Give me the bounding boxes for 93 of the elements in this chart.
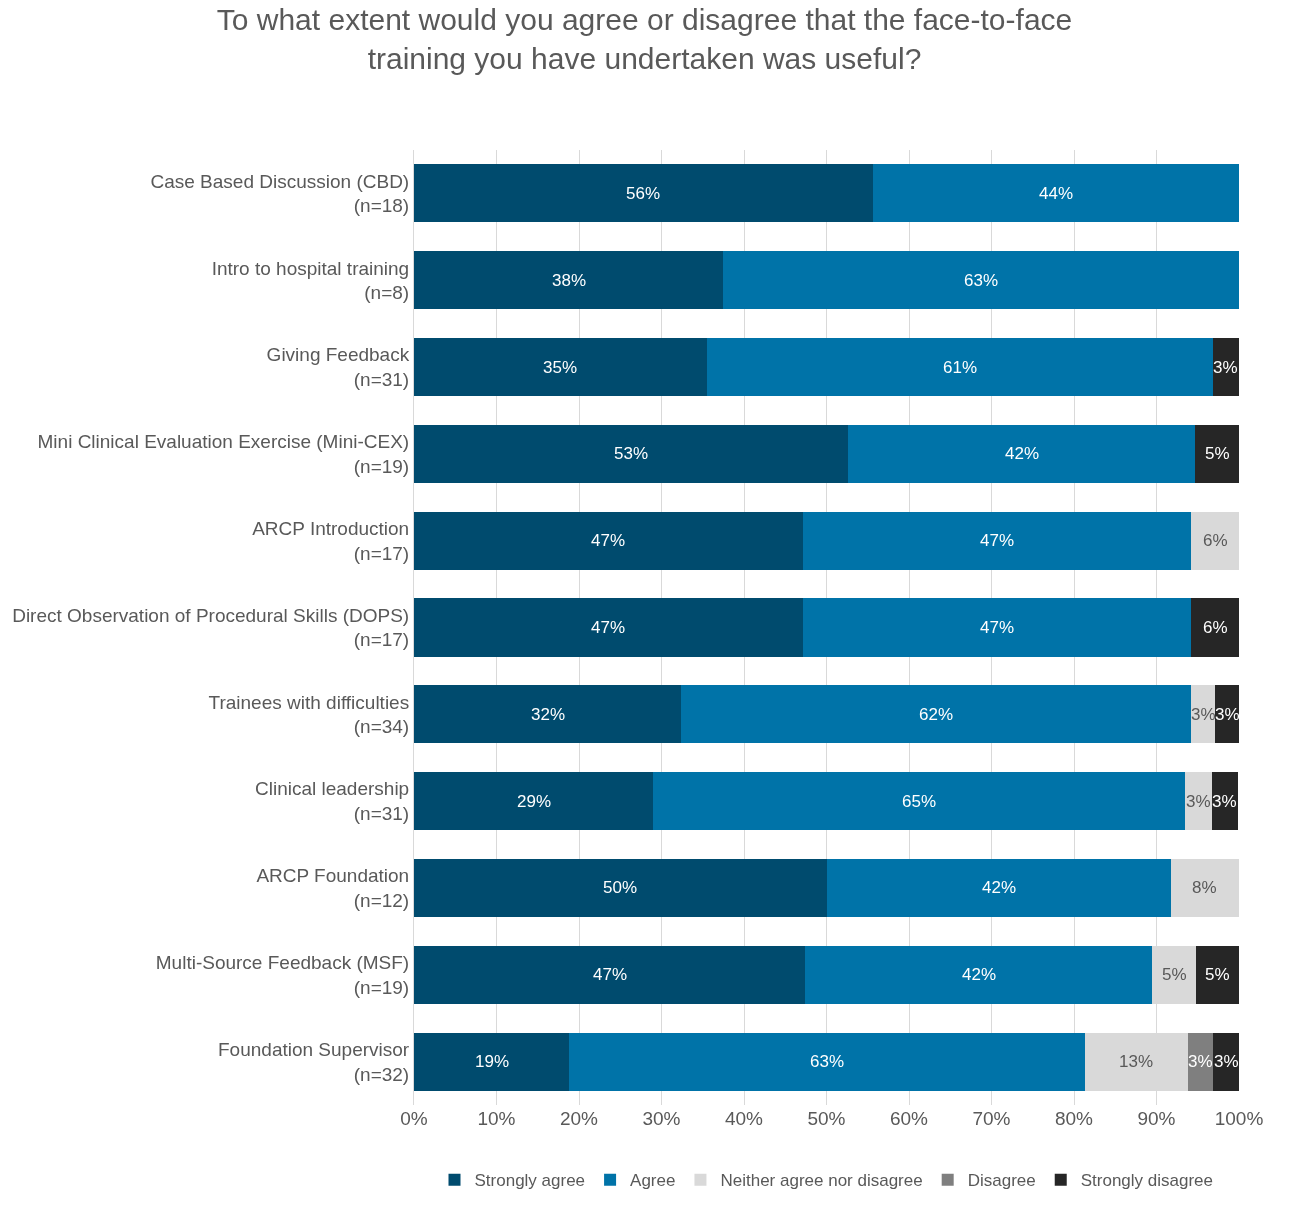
x-tick-label: 50% bbox=[807, 1108, 846, 1129]
legend-label: Neither agree nor disagree bbox=[720, 1171, 923, 1191]
bar bbox=[847, 424, 1196, 483]
bar bbox=[414, 164, 873, 223]
bar bbox=[1191, 598, 1239, 657]
x-tick-label: 20% bbox=[559, 1108, 599, 1129]
data-label: 8% bbox=[1192, 878, 1217, 897]
data-label: 47% bbox=[593, 965, 628, 984]
bar bbox=[802, 511, 1192, 570]
bar bbox=[414, 511, 803, 570]
bar bbox=[802, 598, 1192, 657]
data-label: 42% bbox=[1005, 444, 1040, 463]
data-label: 47% bbox=[591, 531, 626, 550]
data-label: 56% bbox=[626, 184, 661, 203]
data-label: 13% bbox=[1119, 1052, 1154, 1071]
data-label: 50% bbox=[603, 878, 638, 897]
legend-label: Strongly agree bbox=[474, 1171, 586, 1191]
data-label: 3% bbox=[1191, 705, 1216, 724]
bar bbox=[872, 164, 1239, 223]
x-tick-label: 30% bbox=[642, 1108, 681, 1129]
data-label: 63% bbox=[810, 1052, 845, 1071]
data-label: 6% bbox=[1203, 531, 1228, 550]
data-label: 3% bbox=[1214, 1052, 1239, 1071]
y-tick-label: Trainees with difficulties (n=34) bbox=[208, 691, 410, 738]
bar bbox=[1185, 772, 1212, 831]
data-label: 53% bbox=[614, 444, 649, 463]
data-label: 3% bbox=[1213, 358, 1238, 377]
chart-title: To what extent would you agree or disagree that the face-to-face training you have undertaken was useful? bbox=[216, 3, 1073, 76]
bar bbox=[414, 772, 654, 831]
data-label: 62% bbox=[919, 705, 954, 724]
bar bbox=[414, 251, 724, 310]
bar bbox=[1195, 424, 1239, 483]
bar bbox=[1191, 511, 1239, 570]
data-label: 6% bbox=[1203, 618, 1228, 637]
x-tick-label: 100% bbox=[1214, 1108, 1264, 1129]
x-tick-label: 70% bbox=[972, 1108, 1011, 1129]
bar bbox=[414, 858, 827, 918]
data-label: 5% bbox=[1162, 965, 1187, 984]
y-tick-label: ARCP Foundation (n=12) bbox=[256, 865, 410, 911]
legend-label: Agree bbox=[630, 1171, 676, 1191]
bar bbox=[414, 337, 707, 397]
y-tick-label: Direct Observation of Procedural Skills (DOPS) (n=17) bbox=[12, 604, 410, 651]
x-tick-label: 0% bbox=[400, 1108, 428, 1129]
bar bbox=[681, 685, 1192, 744]
data-label: 32% bbox=[531, 705, 566, 724]
data-label: 19% bbox=[475, 1052, 510, 1071]
bar bbox=[826, 858, 1171, 918]
y-tick-label: Case Based Discussion (CBD) (n=18) bbox=[150, 170, 410, 217]
data-label: 47% bbox=[980, 531, 1015, 550]
bar bbox=[414, 685, 682, 744]
y-tick-label: Intro to hospital training (n=8) bbox=[211, 257, 410, 304]
data-label: 3% bbox=[1212, 792, 1237, 811]
data-label: 65% bbox=[902, 792, 937, 811]
x-tick-label: 80% bbox=[1054, 1108, 1094, 1129]
x-tick-label: 40% bbox=[724, 1108, 764, 1129]
bar bbox=[1170, 858, 1239, 918]
legend-label: Disagree bbox=[967, 1171, 1036, 1191]
bar bbox=[1213, 1032, 1239, 1091]
data-label: 38% bbox=[552, 271, 587, 290]
bar bbox=[706, 337, 1213, 397]
data-label: 3% bbox=[1186, 792, 1211, 811]
legend-label: Strongly disagree bbox=[1080, 1171, 1214, 1191]
x-tick-label: 10% bbox=[477, 1108, 516, 1129]
y-tick-label: Foundation Supervisor (n=32) bbox=[218, 1038, 410, 1085]
bar bbox=[414, 1032, 570, 1091]
data-label: 29% bbox=[517, 792, 552, 811]
x-tick-label: 60% bbox=[889, 1108, 929, 1129]
data-label: 47% bbox=[980, 618, 1015, 637]
data-label: 5% bbox=[1205, 965, 1230, 984]
y-tick-label: Multi-Source Feedback (MSF) (n=19) bbox=[155, 952, 410, 998]
x-tick-label: 90% bbox=[1137, 1108, 1176, 1129]
y-tick-label: Giving Feedback (n=31) bbox=[266, 344, 410, 391]
data-label: 63% bbox=[964, 271, 999, 290]
bar bbox=[653, 772, 1186, 831]
y-tick-label: Mini Clinical Evaluation Exercise (Mini-CEX) (n=19) bbox=[37, 431, 410, 477]
bar bbox=[414, 424, 848, 483]
data-label: 44% bbox=[1039, 184, 1074, 203]
bar bbox=[723, 251, 1239, 310]
bar bbox=[414, 598, 803, 657]
data-label: 47% bbox=[591, 618, 626, 637]
y-tick-label: ARCP Introduction (n=17) bbox=[252, 517, 410, 564]
data-label: 3% bbox=[1188, 1052, 1213, 1071]
data-label: 61% bbox=[943, 358, 978, 377]
data-label: 42% bbox=[962, 965, 997, 984]
y-tick-label: Clinical leadership (n=31) bbox=[255, 778, 410, 825]
bar bbox=[805, 945, 1153, 1004]
bar bbox=[569, 1032, 1085, 1091]
data-label: 35% bbox=[543, 358, 578, 377]
data-label: 3% bbox=[1215, 705, 1240, 724]
bar bbox=[1196, 945, 1239, 1004]
data-label: 42% bbox=[982, 878, 1017, 897]
data-label: 5% bbox=[1205, 444, 1230, 463]
bar bbox=[414, 945, 806, 1004]
